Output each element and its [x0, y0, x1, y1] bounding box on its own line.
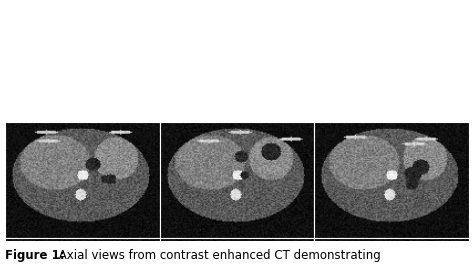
- Text: Axial views from contrast enhanced CT demonstrating: Axial views from contrast enhanced CT de…: [55, 249, 380, 262]
- Text: Figure 1:: Figure 1:: [5, 249, 64, 262]
